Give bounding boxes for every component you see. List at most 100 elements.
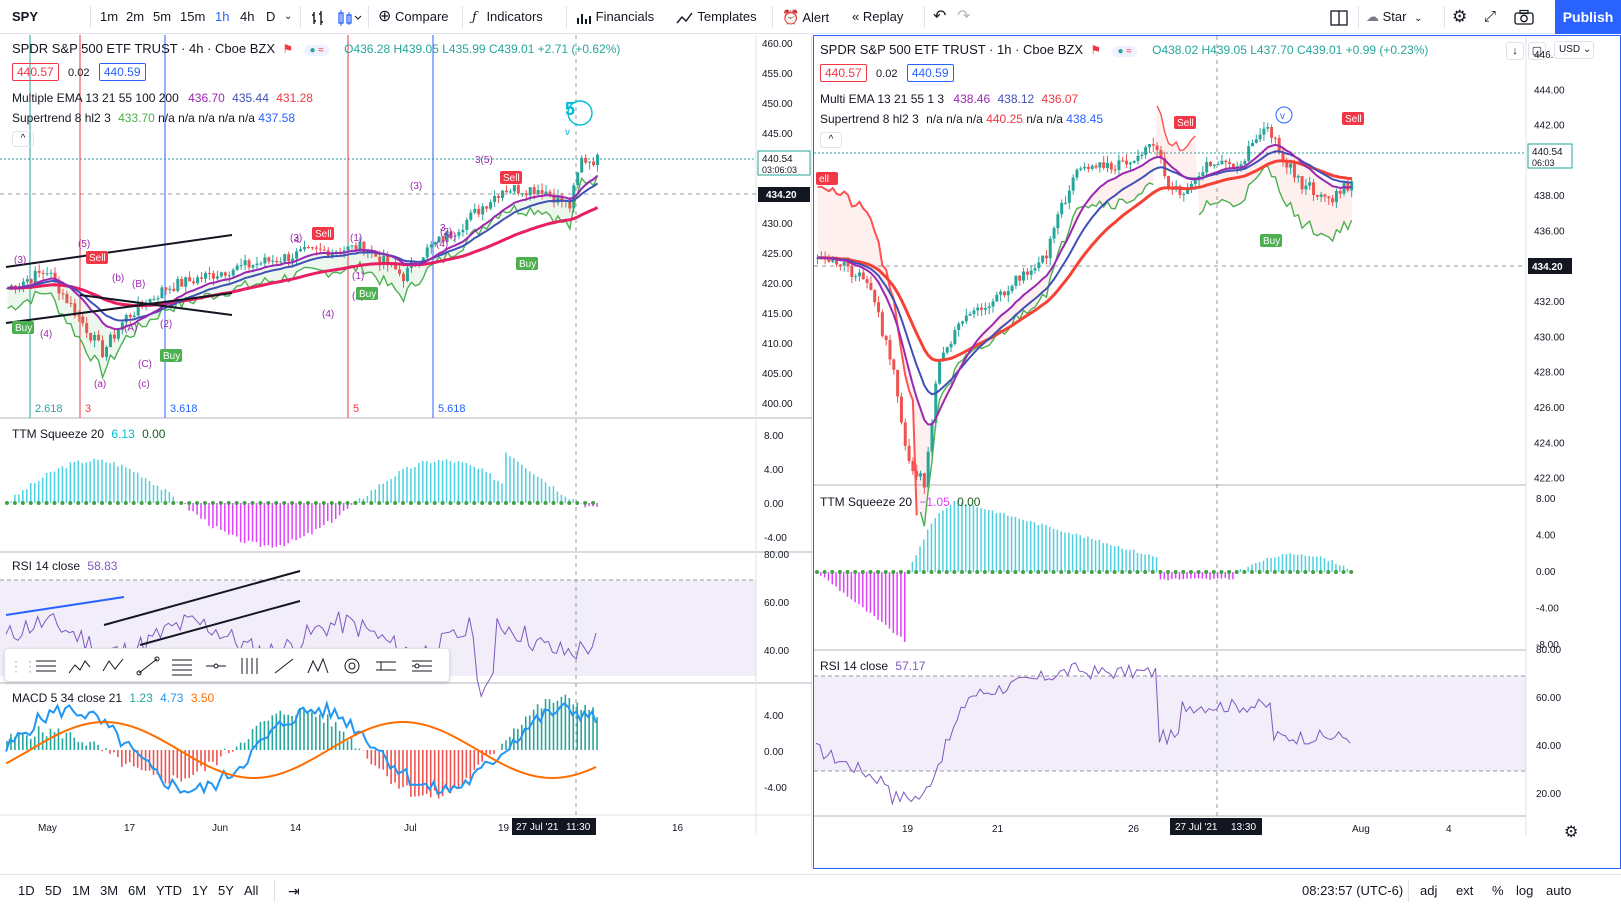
divider [566,6,567,28]
range-ytd[interactable]: YTD [156,883,182,898]
candle-body [1315,195,1319,197]
range-5y[interactable]: 5Y [218,883,234,898]
squeeze-dot [876,570,881,574]
supertrend-label: Supertrend 8 hl2 3 [820,112,919,126]
price-range-icon[interactable] [373,655,399,677]
templates-button[interactable]: Templates [676,0,757,34]
sell-price-button[interactable]: 440.57 [12,63,59,81]
candle-body [1292,163,1296,178]
interval-4h[interactable]: 4h [240,9,255,24]
xabcd-pattern-icon[interactable] [305,655,331,677]
alert-button[interactable]: ⏰ Alert [782,0,829,34]
measure-icon[interactable] [409,655,435,677]
layout-icon[interactable] [1330,0,1348,34]
abcd-pattern-icon[interactable] [101,655,127,677]
candle-body [903,422,907,446]
candle-body [497,195,501,198]
candle-body [45,273,49,275]
right-ema-legend[interactable]: Multi EMA 13 21 55 1 3 438.46 438.12 436… [820,92,1078,106]
candle-body [322,249,326,251]
currency-select[interactable]: USD ⌄ [1554,41,1594,59]
candle-body [1300,176,1304,190]
interval-d[interactable]: D [266,9,276,24]
ema13-value: 438.46 [953,92,991,106]
ray-icon[interactable] [271,655,297,677]
replay-button[interactable]: « Replay [852,0,903,34]
squeeze-dot [163,501,168,505]
trend-line-icon[interactable] [135,655,161,677]
horizontal-ray-icon[interactable] [203,655,229,677]
rsi-legend[interactable]: RSI 14 close 57.17 [820,659,925,673]
candle-body [1029,270,1033,275]
interval-2m[interactable]: 2m [126,9,145,24]
left-ema-legend[interactable]: Multiple EMA 13 21 55 100 200 436.70 435… [12,91,313,105]
squeeze-dot [937,570,942,574]
collapse-legend-icon[interactable]: ^ [820,132,842,148]
ext-toggle[interactable]: ext [1456,883,1474,898]
buy-price-button[interactable]: 440.59 [98,63,146,81]
sell-price-button[interactable]: 440.57 [820,64,867,82]
financials-button[interactable]: Financials [576,0,654,34]
goto-date-icon[interactable]: ⇥ [288,883,300,899]
star-button[interactable]: ☁ Star ⌄ [1366,0,1422,34]
bar-style-icon[interactable] [310,0,328,34]
sell-signal-label: ell [819,174,829,185]
range-3m[interactable]: 3M [100,883,119,898]
fib-retracement-icon[interactable] [169,655,195,677]
interval-dropdown-icon[interactable]: ⌄ [284,11,293,22]
left-chart-pane[interactable]: 460.00455.00450.00445.00440.00435.00430.… [0,35,812,869]
right-chart-canvas[interactable]: 446.00 444.00 442.00 4 40.00 438.00 436.00 434.… [814,36,1620,868]
drawing-toolbar[interactable]: ⋮⋮ [4,648,450,682]
range-5d[interactable]: 5D [45,883,62,898]
right-supertrend-legend[interactable]: Supertrend 8 hl2 3 n/a n/a n/a 440.25 n/… [820,112,1103,126]
gear-icon[interactable]: ⚙ [1564,824,1579,841]
compare-button[interactable]: ⊕ Compare [378,0,449,34]
range-6m[interactable]: 6M [128,883,147,898]
log-toggle[interactable]: log [1516,883,1534,898]
ttm-legend[interactable]: TTM Squeeze 20 6.13 0.00 [12,427,165,441]
camera-icon[interactable] [1514,0,1534,34]
interval-5m[interactable]: 5m [153,9,172,24]
maximize-icon[interactable]: ▢ [1528,42,1546,60]
rsi-legend[interactable]: RSI 14 close 58.83 [12,559,117,573]
spiral-icon[interactable] [339,655,365,677]
range-1d[interactable]: 1D [18,883,35,898]
arrow-down-icon[interactable]: ↓ [1506,42,1524,60]
collapse-legend-icon[interactable]: ^ [12,131,34,147]
drag-handle-icon[interactable]: ⋮⋮ [9,658,37,674]
auto-toggle[interactable]: auto [1546,883,1572,898]
macd-legend[interactable]: MACD 5 34 close 21 1.23 4.73 3.50 [12,691,214,705]
interval-1m[interactable]: 1m [100,9,119,24]
buy-price-button[interactable]: 440.59 [906,64,954,82]
elliott-wave-icon[interactable] [67,655,93,677]
macd-axis-label: -4.00 [764,783,787,794]
range-1y[interactable]: 1Y [192,883,208,898]
squeeze-dot [1249,570,1254,574]
candle-type-icon[interactable] [336,0,362,34]
fullscreen-icon[interactable]: ⤢ [1484,8,1497,25]
gear-icon[interactable]: ⚙ [1452,7,1468,26]
left-chart-canvas[interactable]: 460.00455.00450.00445.00440.00435.00430.… [0,35,812,869]
range-all[interactable]: All [244,883,259,898]
horizontal-lines-icon[interactable] [33,655,59,677]
candle-body [306,246,310,248]
range-1m[interactable]: 1M [72,883,91,898]
vertical-lines-icon[interactable] [237,655,263,677]
squeeze-dot [448,501,453,505]
left-supertrend-legend[interactable]: Supertrend 8 hl2 3 433.70 n/a n/a n/a n/… [12,111,295,125]
interval-15m[interactable]: 15m [180,9,206,24]
right-chart-pane[interactable]: 446.00 444.00 442.00 4 40.00 438.00 436.00 434.… [813,35,1621,869]
clock[interactable]: 08:23:57 (UTC-6) [1302,883,1404,898]
time-axis-label: May [38,823,57,834]
adj-toggle[interactable]: adj [1420,883,1438,898]
symbol-search[interactable]: SPY [12,9,39,24]
indicators-button[interactable]: ƒ Indicators [472,0,543,34]
candle-body [402,273,405,282]
interval-1h[interactable]: 1h [215,9,230,24]
undo-icon[interactable]: ↶ [933,8,947,25]
publish-button[interactable]: Publish [1555,0,1621,34]
percent-toggle[interactable]: % [1492,883,1504,898]
redo-icon[interactable]: ↷ [957,8,971,25]
ttm-legend[interactable]: TTM Squeeze 20 −1.05 0.00 [820,495,980,509]
candle-body [516,185,520,194]
